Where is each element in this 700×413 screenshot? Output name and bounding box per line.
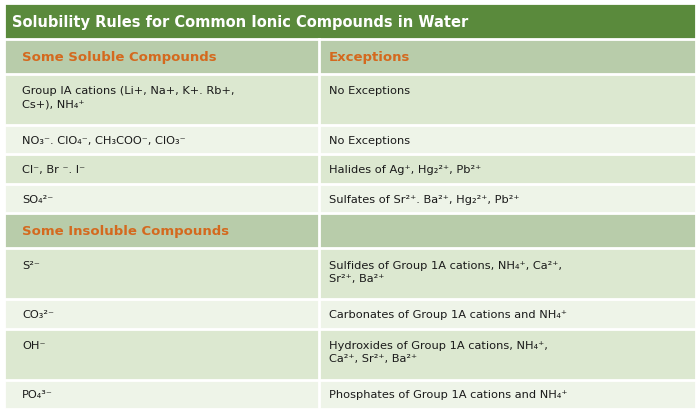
Text: Cl⁻, Br ⁻. I⁻: Cl⁻, Br ⁻. I⁻ xyxy=(22,165,85,175)
Bar xyxy=(319,155,696,185)
Text: Some Insoluble Compounds: Some Insoluble Compounds xyxy=(22,225,229,238)
Bar xyxy=(4,380,319,409)
Bar xyxy=(319,126,696,155)
Text: PO₄³⁻: PO₄³⁻ xyxy=(22,389,53,399)
Bar xyxy=(319,214,696,249)
Bar xyxy=(4,75,319,126)
Bar xyxy=(4,40,319,75)
Bar xyxy=(4,4,696,40)
Bar xyxy=(4,126,319,155)
Text: Sulfides of Group 1A cations, NH₄⁺, Ca²⁺,
Sr²⁺, Ba²⁺: Sulfides of Group 1A cations, NH₄⁺, Ca²⁺… xyxy=(329,260,562,283)
Text: Hydroxides of Group 1A cations, NH₄⁺,
Ca²⁺, Sr²⁺, Ba²⁺: Hydroxides of Group 1A cations, NH₄⁺, Ca… xyxy=(329,340,547,363)
Text: Solubility Rules for Common Ionic Compounds in Water: Solubility Rules for Common Ionic Compou… xyxy=(12,14,468,29)
Bar xyxy=(319,299,696,329)
Text: OH⁻: OH⁻ xyxy=(22,340,46,350)
Text: Exceptions: Exceptions xyxy=(329,51,410,64)
Text: Some Soluble Compounds: Some Soluble Compounds xyxy=(22,51,216,64)
Bar xyxy=(4,249,319,299)
Bar xyxy=(319,75,696,126)
Text: No Exceptions: No Exceptions xyxy=(329,135,410,145)
Bar xyxy=(4,214,319,249)
Bar xyxy=(319,329,696,380)
Text: Halides of Ag⁺, Hg₂²⁺, Pb²⁺: Halides of Ag⁺, Hg₂²⁺, Pb²⁺ xyxy=(329,165,481,175)
Text: No Exceptions: No Exceptions xyxy=(329,86,410,96)
Text: CO₃²⁻: CO₃²⁻ xyxy=(22,309,54,319)
Bar xyxy=(4,299,319,329)
Bar xyxy=(319,40,696,75)
Text: SO₄²⁻: SO₄²⁻ xyxy=(22,194,53,204)
Text: Phosphates of Group 1A cations and NH₄⁺: Phosphates of Group 1A cations and NH₄⁺ xyxy=(329,389,568,399)
Text: Group IA cations (Li+, Na+, K+. Rb+,
Cs+), NH₄⁺: Group IA cations (Li+, Na+, K+. Rb+, Cs+… xyxy=(22,86,235,109)
Bar xyxy=(4,329,319,380)
Text: Carbonates of Group 1A cations and NH₄⁺: Carbonates of Group 1A cations and NH₄⁺ xyxy=(329,309,567,319)
Bar xyxy=(4,155,319,185)
Bar xyxy=(319,185,696,214)
Bar xyxy=(319,380,696,409)
Text: Sulfates of Sr²⁺. Ba²⁺, Hg₂²⁺, Pb²⁺: Sulfates of Sr²⁺. Ba²⁺, Hg₂²⁺, Pb²⁺ xyxy=(329,194,519,204)
Bar xyxy=(4,185,319,214)
Bar xyxy=(319,249,696,299)
Text: S²⁻: S²⁻ xyxy=(22,260,40,270)
Text: NO₃⁻. ClO₄⁻, CH₃COO⁻, ClO₃⁻: NO₃⁻. ClO₄⁻, CH₃COO⁻, ClO₃⁻ xyxy=(22,135,186,145)
